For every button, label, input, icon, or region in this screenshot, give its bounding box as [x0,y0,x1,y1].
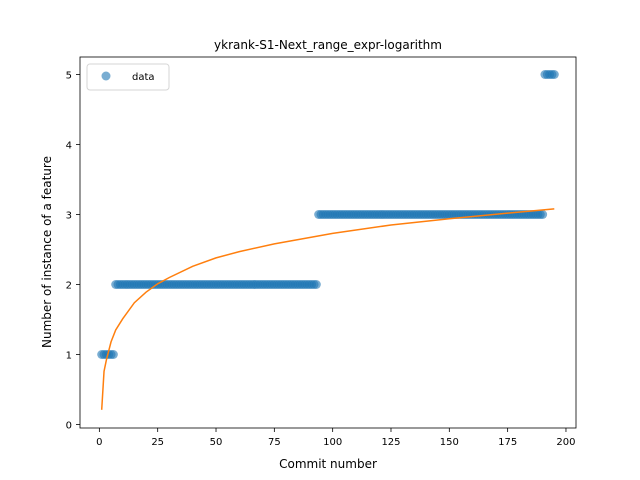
legend-marker [102,72,111,81]
chart-title: ykrank-S1-Next_range_expr-logarithm [214,38,442,52]
data-point [550,70,559,79]
x-tick-label: 50 [210,437,223,448]
x-tick-label: 75 [268,437,281,448]
data-point [312,280,321,289]
y-axis-label: Number of instance of a feature [40,156,54,348]
x-tick-label: 0 [96,437,102,448]
x-tick-label: 125 [381,437,400,448]
y-tick-label: 0 [66,421,72,432]
x-tick-label: 25 [151,437,164,448]
data-point [538,210,547,219]
x-tick-label: 150 [440,437,459,448]
y-tick-label: 3 [66,211,72,222]
y-tick-label: 5 [66,71,72,82]
y-tick-label: 1 [66,351,72,362]
legend-label-data: data [132,72,155,83]
legend: data [87,64,169,90]
legend-box [87,64,169,90]
x-tick-label: 175 [498,437,517,448]
x-tick-label: 100 [323,437,342,448]
x-tick-label: 200 [556,437,575,448]
y-tick-label: 2 [66,281,72,292]
data-point [109,350,118,359]
y-tick-label: 4 [66,141,72,152]
x-axis-label: Commit number [279,457,377,471]
